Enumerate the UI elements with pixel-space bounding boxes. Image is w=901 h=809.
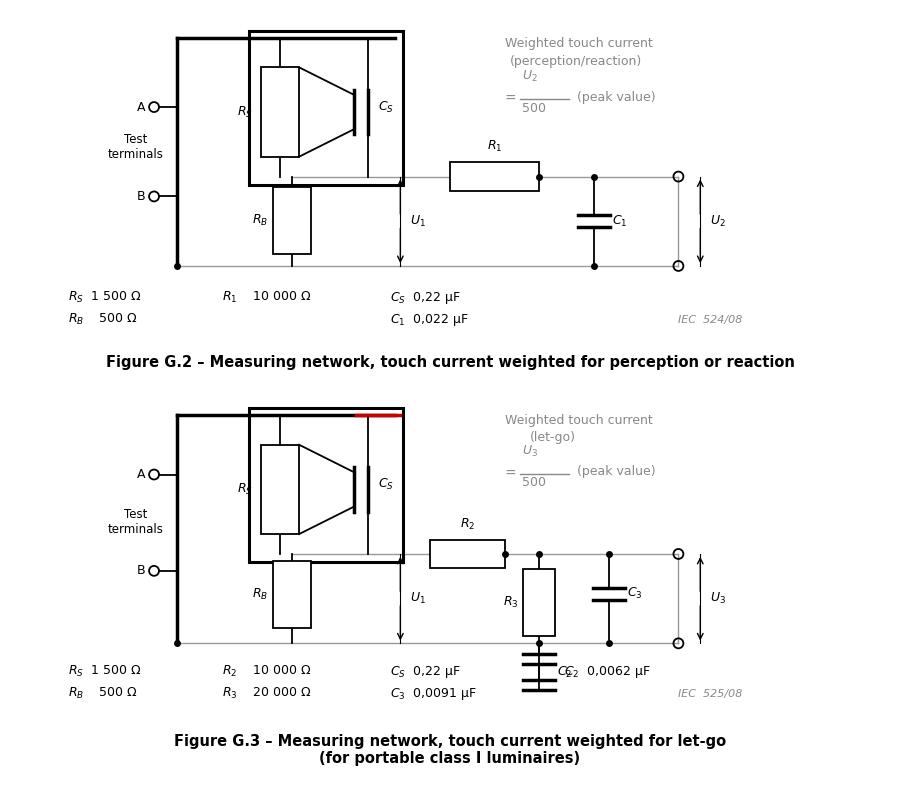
Text: $R_1$    10 000 Ω: $R_1$ 10 000 Ω	[222, 290, 311, 305]
Text: $R_B$: $R_B$	[252, 587, 268, 602]
Text: $U_3$: $U_3$	[522, 443, 538, 459]
Bar	[430, 540, 505, 568]
Text: $U_1$: $U_1$	[410, 591, 426, 606]
Text: 500: 500	[522, 102, 545, 115]
Text: Test
terminals: Test terminals	[107, 508, 163, 536]
Text: $C_3$  0,0091 μF: $C_3$ 0,0091 μF	[390, 686, 478, 702]
Text: Figure G.2 – Measuring network, touch current weighted for perception or reactio: Figure G.2 – Measuring network, touch cu…	[105, 355, 795, 371]
Bar	[523, 569, 555, 637]
Text: (peak value): (peak value)	[578, 91, 656, 104]
Text: $=$: $=$	[502, 90, 516, 104]
Text: $R_B$    500 Ω: $R_B$ 500 Ω	[68, 311, 138, 327]
Text: Weighted touch current: Weighted touch current	[505, 37, 652, 50]
Text: B: B	[136, 565, 145, 578]
Text: $R_S$  1 500 Ω: $R_S$ 1 500 Ω	[68, 290, 141, 305]
Bar	[250, 31, 404, 184]
Bar	[273, 561, 311, 629]
Text: B: B	[136, 190, 145, 203]
Text: $R_2$: $R_2$	[460, 517, 475, 532]
Text: $C_1$: $C_1$	[612, 214, 627, 229]
Text: $U_1$: $U_1$	[410, 214, 426, 229]
Text: $R_S$  1 500 Ω: $R_S$ 1 500 Ω	[68, 664, 141, 680]
Text: $C_2$: $C_2$	[557, 665, 573, 680]
Text: $=$: $=$	[502, 464, 516, 479]
Text: (let-go): (let-go)	[530, 430, 576, 444]
Text: $R_1$: $R_1$	[487, 138, 503, 154]
Text: $U_3$: $U_3$	[710, 591, 726, 606]
Text: $R_2$    10 000 Ω: $R_2$ 10 000 Ω	[222, 664, 311, 680]
Bar	[250, 408, 404, 562]
Text: IEC  524/08: IEC 524/08	[678, 315, 742, 324]
Text: (peak value): (peak value)	[578, 465, 656, 478]
Text: $R_3$    20 000 Ω: $R_3$ 20 000 Ω	[222, 686, 311, 701]
Text: A: A	[137, 468, 145, 481]
Text: $C_3$: $C_3$	[627, 587, 642, 601]
Text: Weighted touch current: Weighted touch current	[505, 414, 652, 427]
Text: 500: 500	[522, 476, 545, 489]
Bar	[261, 67, 299, 157]
Text: A: A	[137, 100, 145, 113]
Text: $R_S$: $R_S$	[237, 482, 253, 497]
Bar	[450, 162, 540, 192]
Text: $R_S$: $R_S$	[237, 104, 253, 120]
Text: $C_2$  0,0062 μF: $C_2$ 0,0062 μF	[564, 664, 651, 680]
Text: Test
terminals: Test terminals	[107, 133, 163, 161]
Text: $U_2$: $U_2$	[522, 69, 537, 84]
Text: $R_B$    500 Ω: $R_B$ 500 Ω	[68, 686, 138, 701]
Text: $C_1$  0,022 μF: $C_1$ 0,022 μF	[390, 311, 469, 328]
Text: IEC  525/08: IEC 525/08	[678, 689, 742, 699]
Bar	[273, 187, 311, 254]
Text: $R_B$: $R_B$	[252, 213, 268, 228]
Text: $C_S$  0,22 μF: $C_S$ 0,22 μF	[390, 664, 461, 680]
Bar	[261, 445, 299, 534]
Text: (perception/reaction): (perception/reaction)	[510, 55, 642, 68]
Text: $U_2$: $U_2$	[710, 214, 726, 229]
Text: $C_S$: $C_S$	[378, 477, 394, 492]
Text: Figure G.3 – Measuring network, touch current weighted for let-go
(for portable : Figure G.3 – Measuring network, touch cu…	[174, 734, 726, 766]
Text: $C_S$: $C_S$	[378, 100, 394, 115]
Text: $R_3$: $R_3$	[503, 595, 519, 610]
Text: $C_S$  0,22 μF: $C_S$ 0,22 μF	[390, 290, 461, 306]
